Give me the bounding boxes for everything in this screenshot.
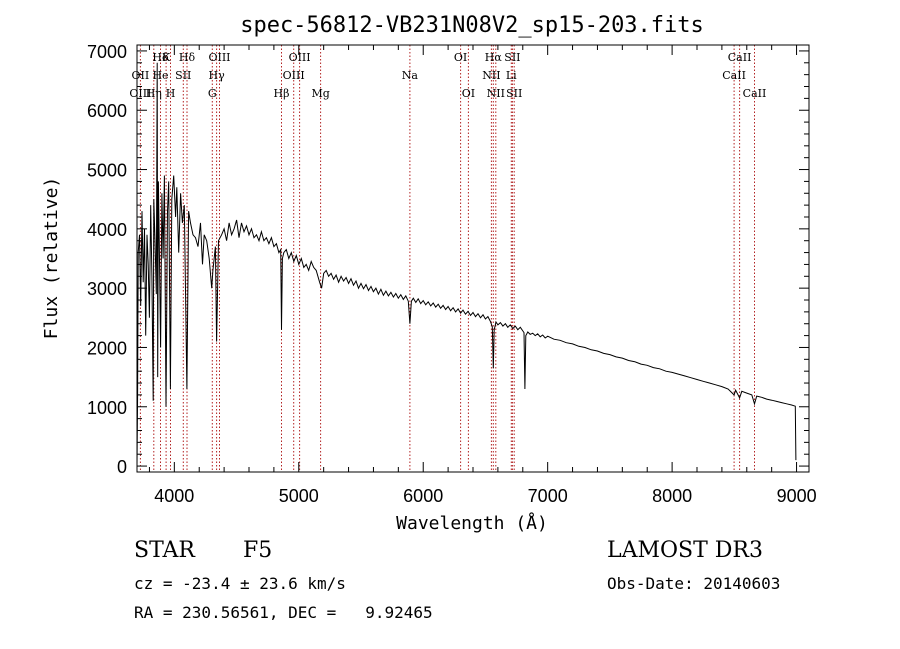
y-axis-ticks: 0 1000 2000 3000 4000 5000 6000 7000 <box>87 42 809 477</box>
line-label-27: CaII <box>743 87 767 100</box>
line-label-9: OII <box>132 69 150 82</box>
line-label-20: H <box>166 87 176 100</box>
line-label-17: CaII <box>722 69 746 82</box>
subclass: F5 <box>243 538 273 563</box>
y-tick-label-3: 3000 <box>87 279 127 299</box>
line-label-26: SII <box>506 87 522 100</box>
x-tick-label-2: 6000 <box>403 486 443 506</box>
x-tick-label-3: 7000 <box>528 486 568 506</box>
line-label-14: Na <box>402 69 419 82</box>
line-label-19: Hη <box>146 87 162 100</box>
line-label-15: NII <box>482 69 500 82</box>
y-tick-label-0: 0 <box>117 457 127 477</box>
spectrum-line <box>136 62 797 467</box>
line-label-1: K <box>162 51 171 64</box>
line-label-4: OIII <box>289 51 311 64</box>
emission-line-markers <box>139 45 755 472</box>
y-tick-label-2: 2000 <box>87 339 127 359</box>
line-label-8: CaII <box>728 51 752 64</box>
line-label-11: SII <box>175 69 191 82</box>
line-label-12: Hγ <box>209 69 226 82</box>
x-tick-label-1: 5000 <box>279 486 319 506</box>
line-label-6: Hα <box>485 51 503 64</box>
y-tick-label-7: 7000 <box>87 42 127 62</box>
x-tick-label-5: 9000 <box>777 486 817 506</box>
line-label-16: Li <box>506 69 517 82</box>
survey-name: LAMOST DR3 <box>607 538 763 563</box>
coordinates: RA = 230.56561, DEC = 9.92465 <box>134 603 433 622</box>
line-label-22: Hβ <box>274 87 290 100</box>
y-tick-label-5: 5000 <box>87 161 127 181</box>
line-label-5: OI <box>454 51 467 64</box>
y-tick-label-6: 6000 <box>87 101 127 121</box>
object-type: STAR <box>134 538 195 563</box>
line-label-3: OIII <box>208 51 230 64</box>
x-tick-label-4: 8000 <box>652 486 692 506</box>
line-label-21: G <box>208 87 217 100</box>
x-axis-label: Wavelength (Å) <box>396 512 548 534</box>
obs-date: Obs-Date: 20140603 <box>607 574 781 593</box>
plot-frame <box>136 44 810 473</box>
y-tick-label-4: 4000 <box>87 220 127 240</box>
line-label-2: Hδ <box>179 51 196 64</box>
line-label-13: OIII <box>283 69 305 82</box>
line-label-23: Mg <box>311 87 329 100</box>
line-label-0: Hδ <box>152 51 169 64</box>
line-label-24: OI <box>462 87 475 100</box>
line-label-7: SII <box>504 51 520 64</box>
y-tick-label-1: 1000 <box>87 398 127 418</box>
line-label-10: He <box>152 69 168 82</box>
line-label-18: OIII <box>129 87 151 100</box>
x-tick-label-0: 4000 <box>154 486 194 506</box>
x-axis-ticks: 4000 5000 6000 7000 8000 9000 <box>148 45 817 506</box>
line-label-25: NII <box>487 87 505 100</box>
chart-title: spec-56812-VB231N08V2_sp15-203.fits <box>240 13 704 38</box>
redshift-value: cz = -23.4 ± 23.6 km/s <box>134 574 346 593</box>
y-axis-label: Flux (relative) <box>41 177 62 340</box>
